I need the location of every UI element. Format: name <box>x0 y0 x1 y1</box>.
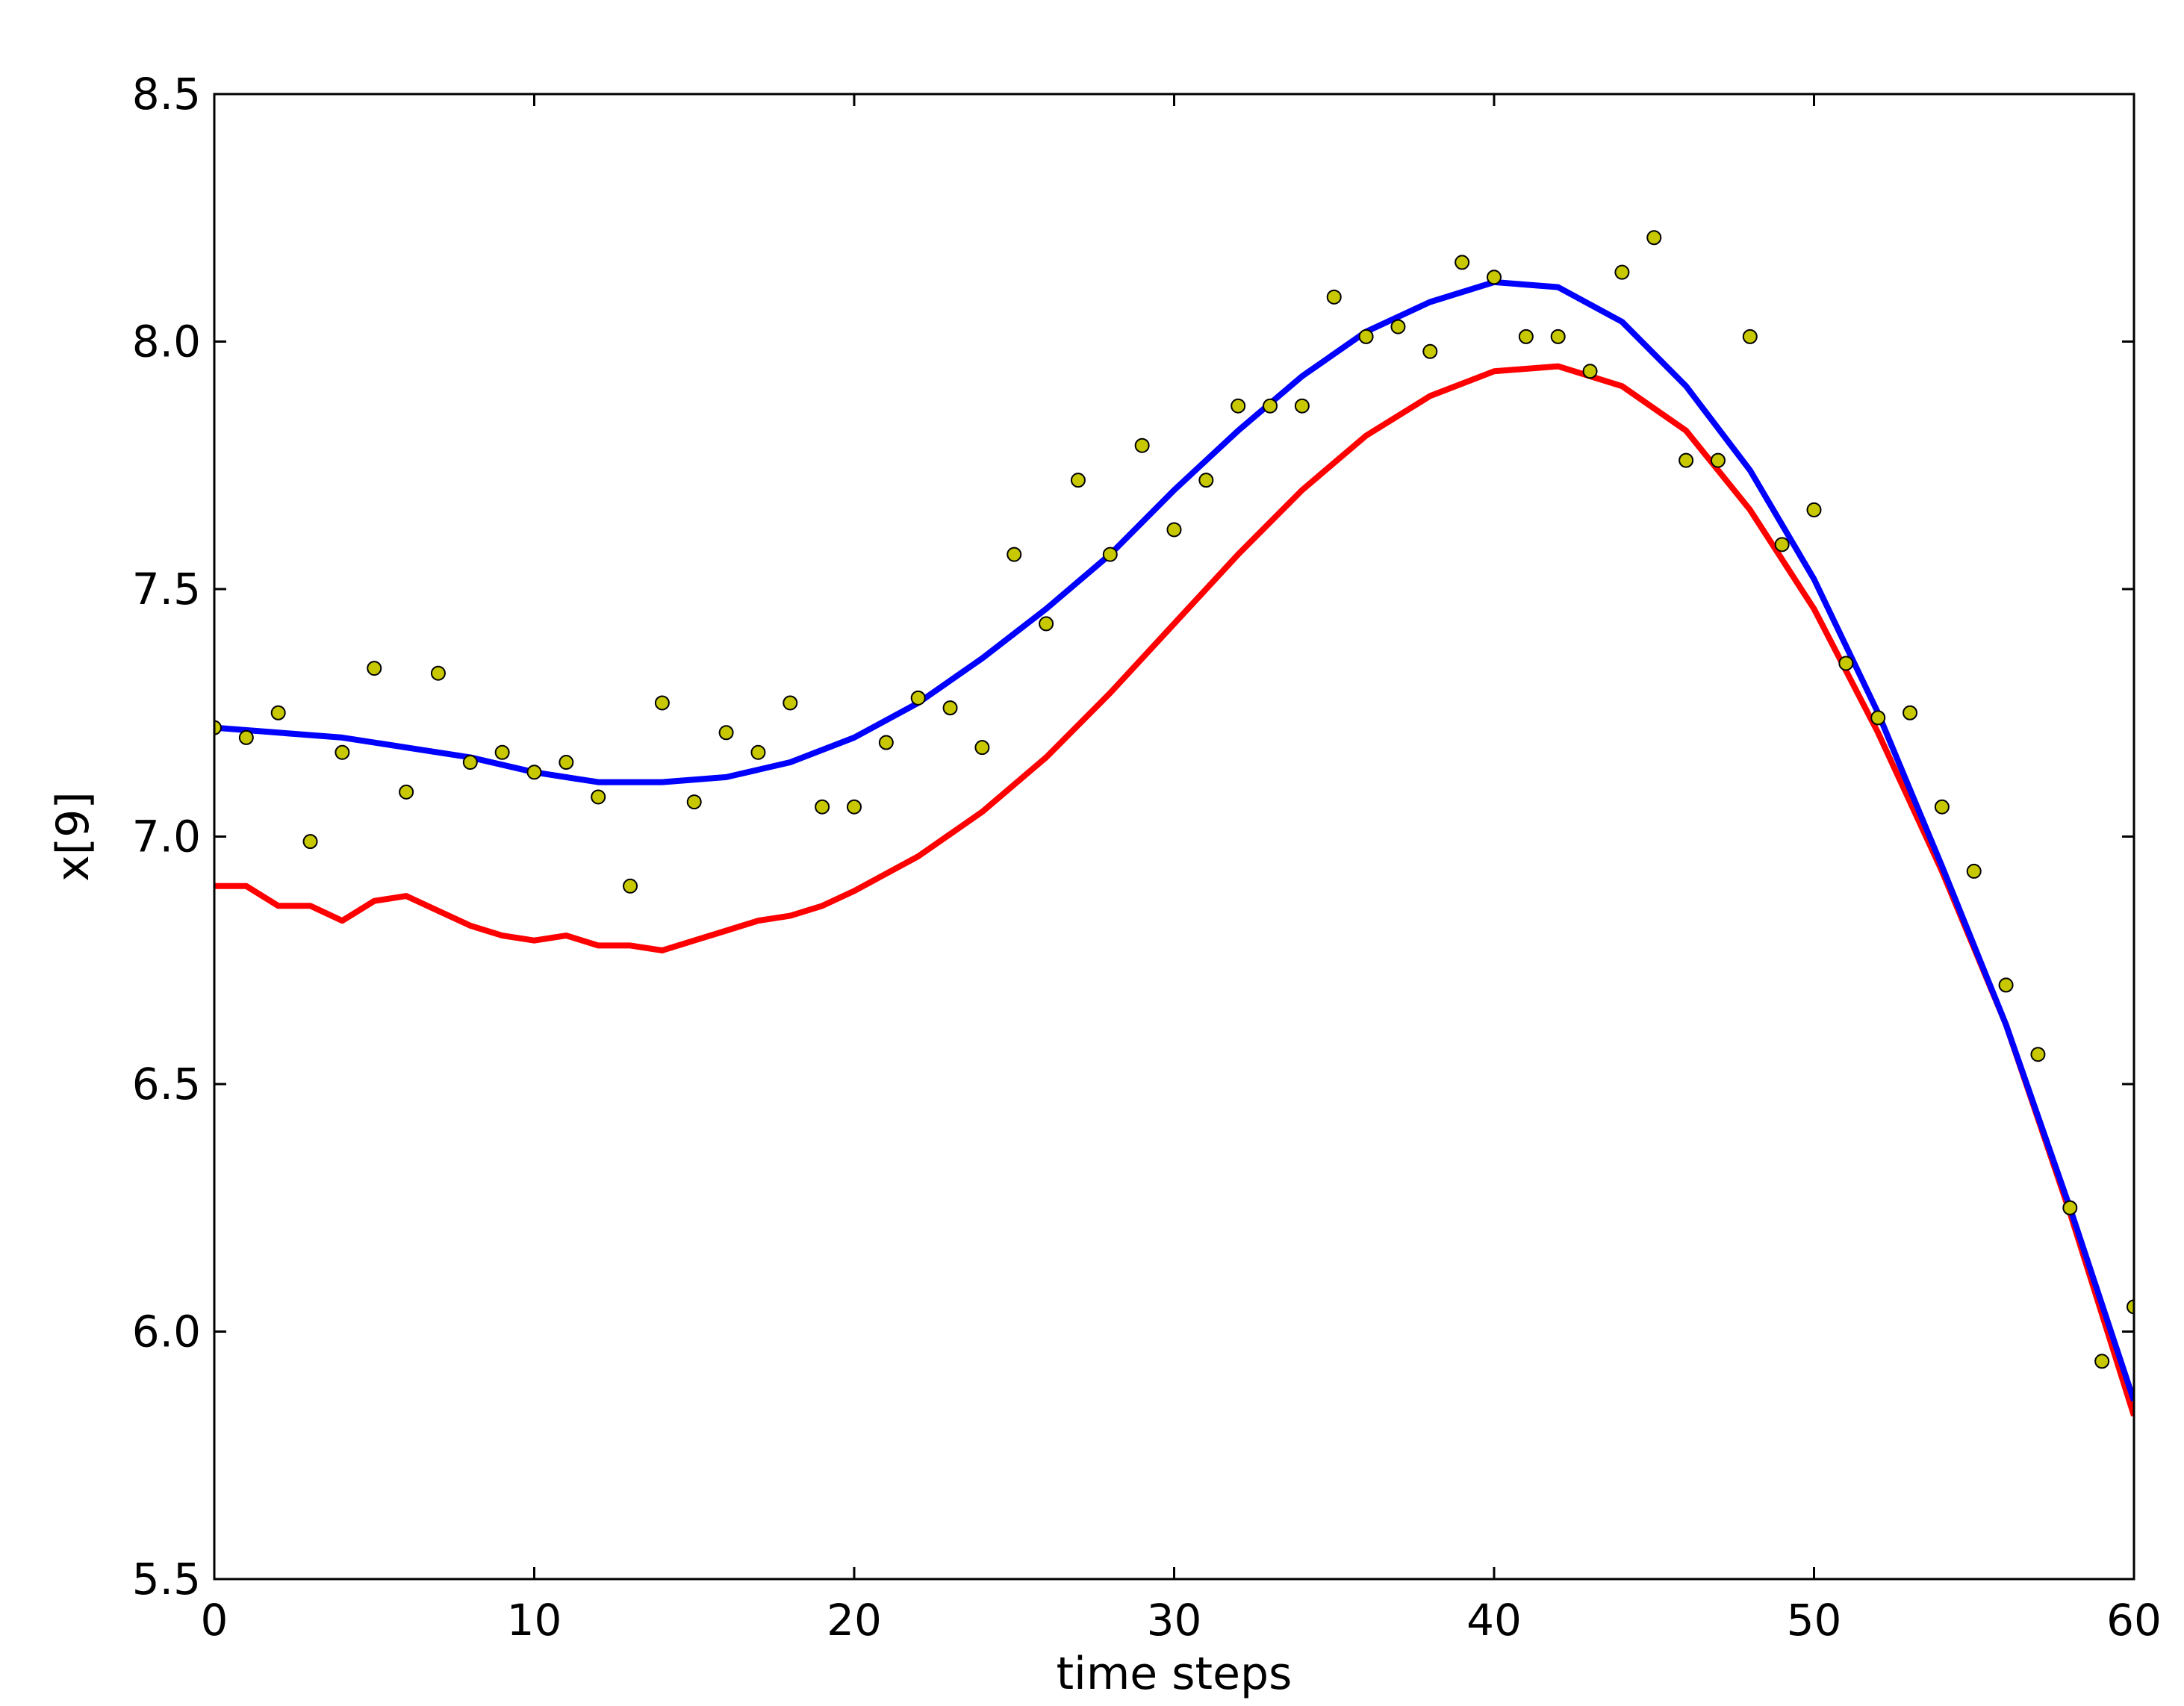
red-line-series <box>214 363 2134 1417</box>
scatter-point <box>270 705 286 720</box>
scatter-point <box>2094 1354 2110 1369</box>
scatter-point <box>591 789 606 805</box>
x-tick-label: 10 <box>507 1595 562 1646</box>
scatter-point <box>462 755 478 770</box>
scatter-point <box>2127 1299 2134 1315</box>
y-tick-label: 6.0 <box>132 1307 201 1357</box>
scatter-point <box>1679 452 1694 468</box>
y-tick-label: 6.5 <box>132 1059 201 1109</box>
scatter-point <box>878 735 894 750</box>
x-tick-label: 50 <box>1787 1595 1842 1646</box>
plot-marks <box>214 230 2134 1417</box>
scatter-point <box>1806 502 1822 517</box>
plot-area <box>214 230 2134 1417</box>
blue-line-series <box>214 278 2134 1402</box>
scatter-point <box>1742 329 1758 344</box>
x-axis-label: time steps <box>1057 1648 1292 1700</box>
scatter-point <box>1998 977 2014 993</box>
scatter-point <box>1774 537 1790 552</box>
scatter-point <box>654 695 670 711</box>
scatter-point <box>526 765 542 780</box>
x-tick-label: 30 <box>1147 1595 1202 1646</box>
y-tick-label: 7.0 <box>132 812 201 862</box>
y-tick-label: 7.5 <box>132 564 201 614</box>
scatter-point <box>430 665 446 681</box>
scatter-point <box>783 695 798 711</box>
scatter-point <box>1134 438 1150 453</box>
scatter-point <box>623 878 638 894</box>
scatter-point <box>1550 329 1566 344</box>
scatter-point <box>1455 255 1470 270</box>
scatter-point <box>750 744 766 760</box>
scatter-point <box>1231 398 1246 414</box>
scatter-point <box>335 744 350 760</box>
y-tick-label: 5.5 <box>132 1554 201 1604</box>
scatter-point <box>2062 1200 2078 1215</box>
scatter-point <box>559 755 574 770</box>
x-tick-label: 60 <box>2106 1595 2162 1646</box>
scatter-point <box>1903 705 1918 720</box>
scatter-point <box>1390 319 1406 334</box>
x-tick-label: 0 <box>201 1595 228 1646</box>
scatter-point <box>847 799 862 815</box>
scatter-point <box>1166 522 1182 538</box>
scatter-point <box>974 740 990 756</box>
scatter-point <box>1039 616 1054 632</box>
scatter-point <box>1358 329 1374 344</box>
scatter-point <box>910 690 926 706</box>
scatter-point <box>1487 270 1502 285</box>
scatter-point <box>2030 1047 2046 1062</box>
scatter-point <box>302 834 318 850</box>
x-tick-label: 20 <box>827 1595 882 1646</box>
scatter-point <box>1422 343 1438 359</box>
scatter-point <box>1007 547 1022 562</box>
scatter-point <box>815 799 830 815</box>
scatter-point <box>1326 289 1342 305</box>
scatter-point <box>1934 799 1950 815</box>
scatter-point <box>686 794 702 810</box>
scatter-point <box>238 729 254 745</box>
scatter-point <box>1582 364 1598 379</box>
x-tick-label: 40 <box>1466 1595 1522 1646</box>
scatter-point <box>1710 452 1726 468</box>
y-tick-label: 8.0 <box>132 317 201 367</box>
scatter-point <box>1263 398 1278 414</box>
scatter-point <box>399 784 414 800</box>
y-tick-label: 8.5 <box>132 69 201 119</box>
scatter-point <box>1870 710 1886 726</box>
scatter-point <box>1966 863 1982 879</box>
scatter-point <box>367 661 382 676</box>
ticks: 0 10 20 30 40 50 60 5.5 6.0 6.5 7.0 7.5 8.0 8.5 <box>132 69 2162 1646</box>
scatter-point <box>1294 398 1310 414</box>
scatter-point <box>1102 547 1118 562</box>
scatter-point <box>1070 473 1086 488</box>
plot-frame <box>213 93 2135 1581</box>
scatter-point <box>1614 264 1630 280</box>
scatter-point <box>1518 329 1534 344</box>
scatter-point <box>1198 473 1214 488</box>
scatter-point <box>494 744 510 760</box>
y-axis-label: x[9] <box>47 791 99 882</box>
scatter-point <box>214 720 222 735</box>
scatter-point <box>1838 656 1854 671</box>
scatter-point <box>1646 230 1662 246</box>
scatter-point <box>942 700 958 716</box>
scatter-point <box>718 725 734 741</box>
